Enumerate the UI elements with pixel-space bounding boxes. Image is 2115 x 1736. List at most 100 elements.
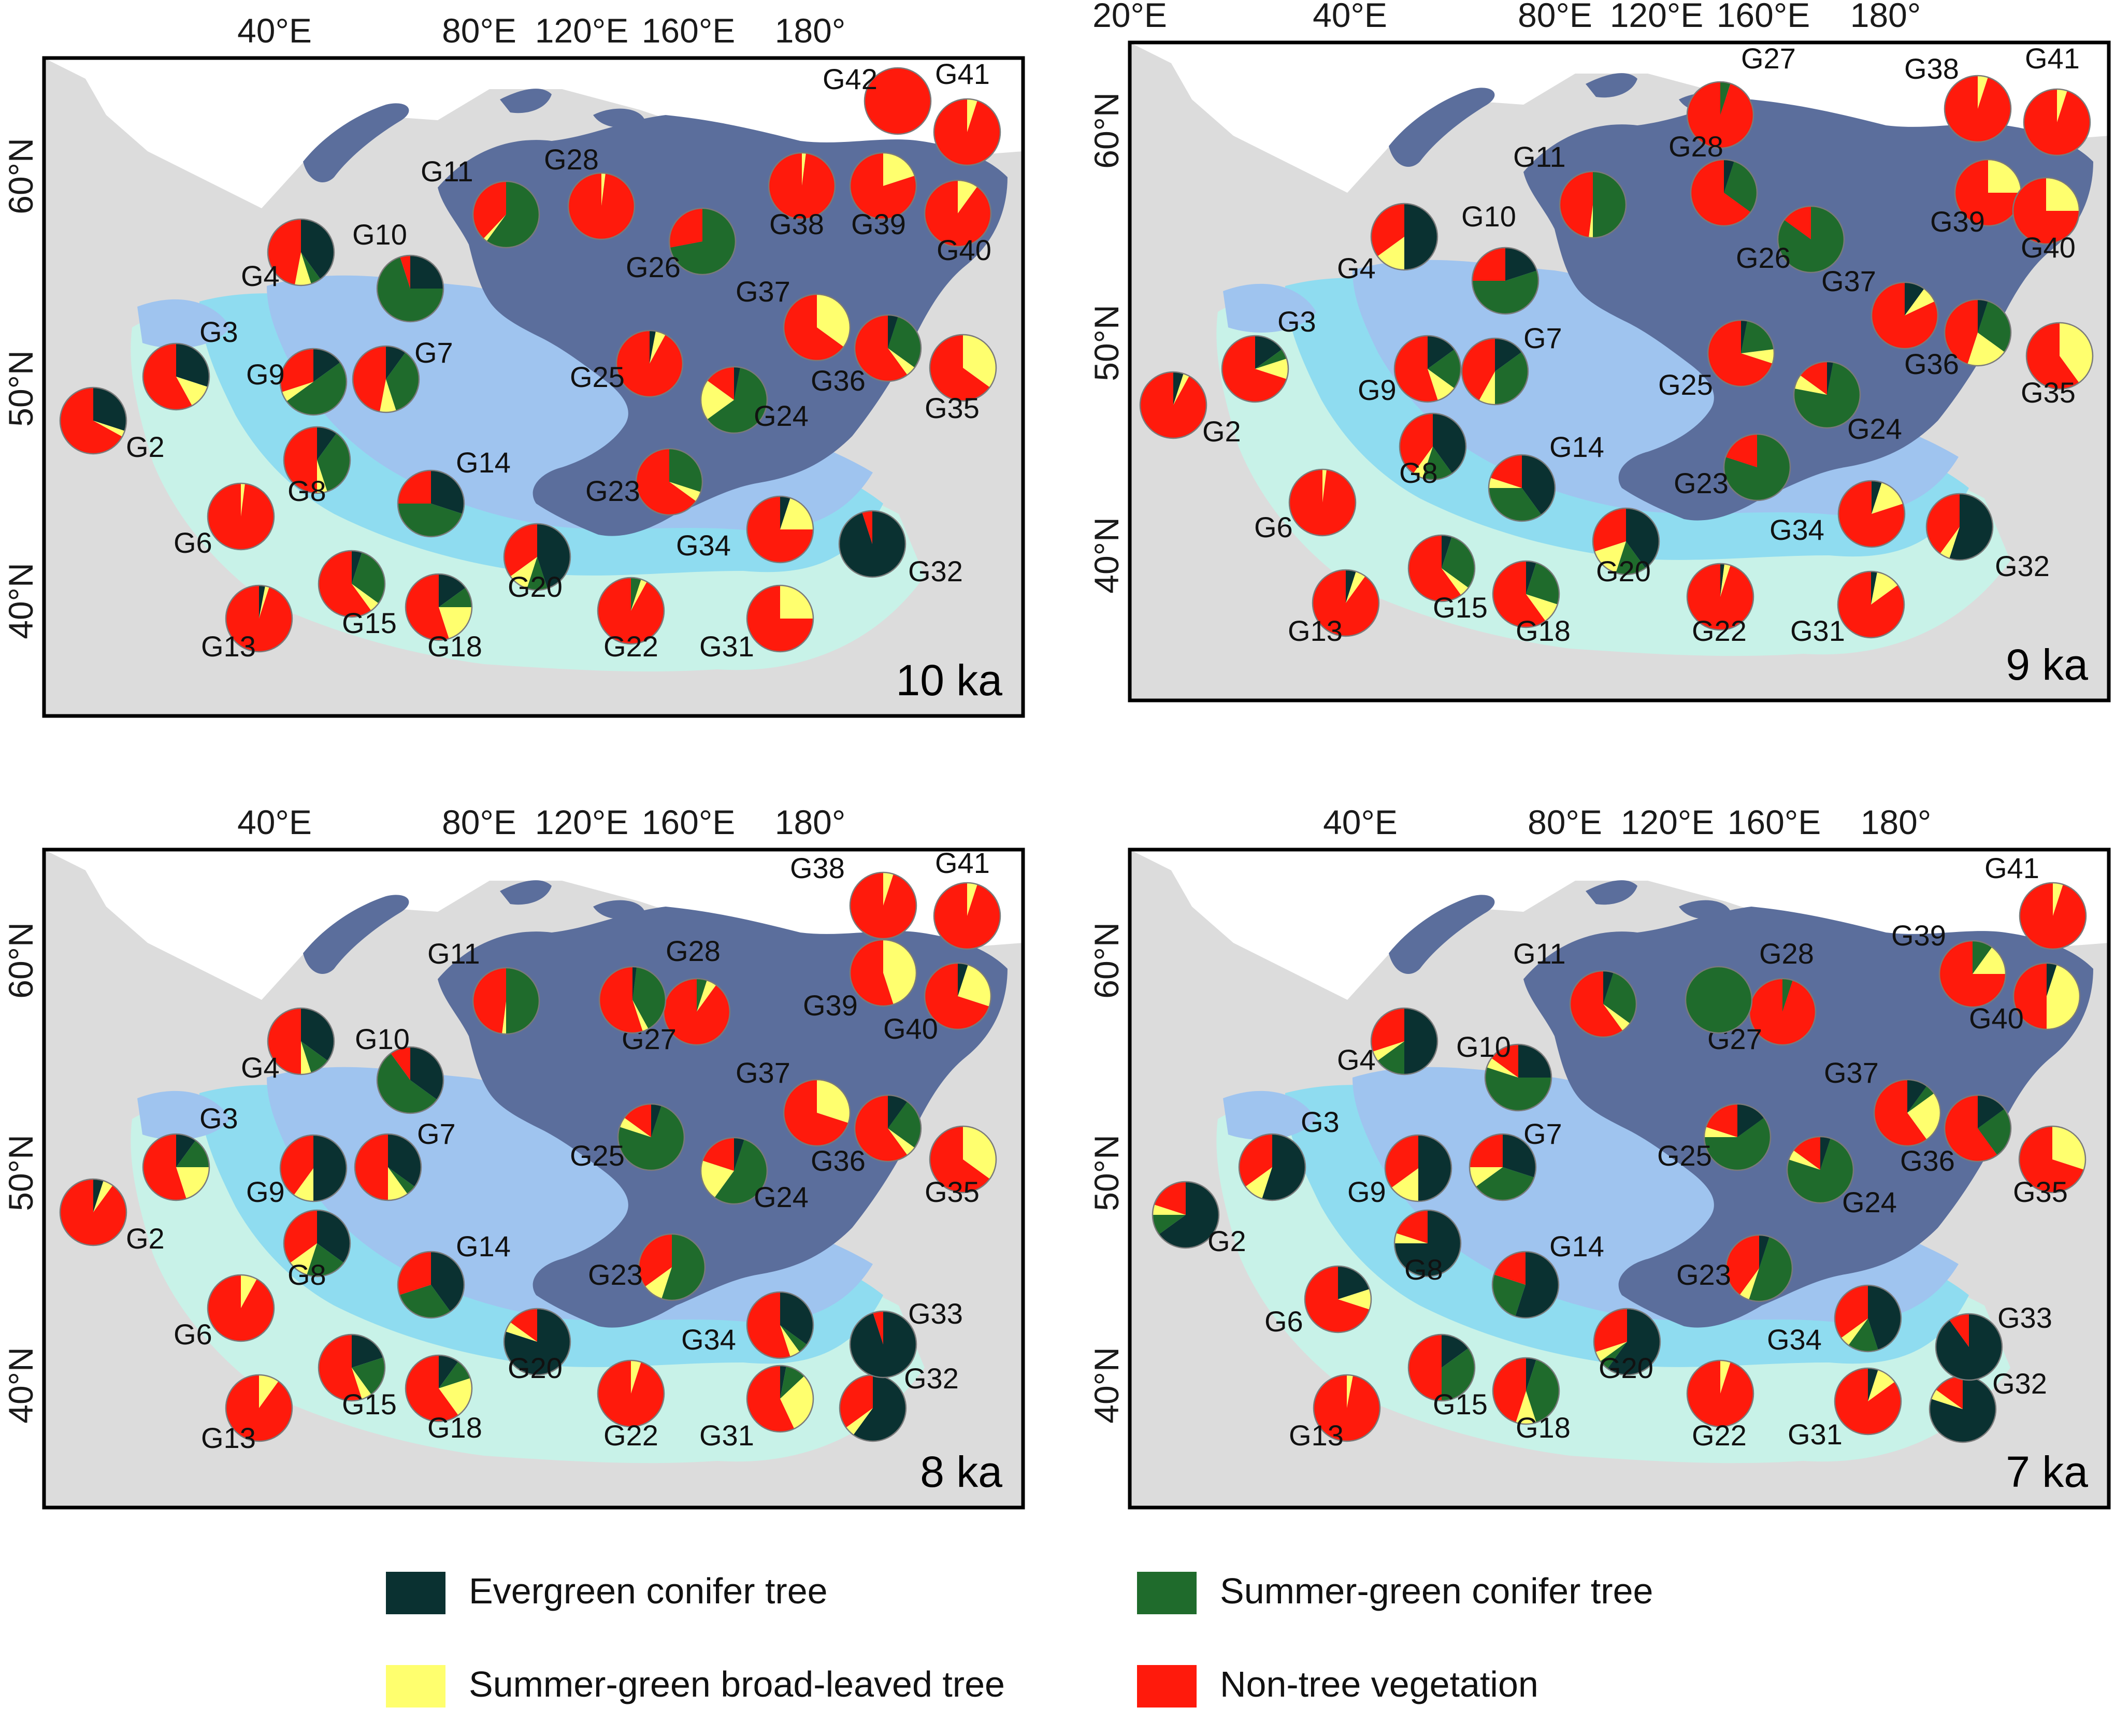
pie-outline <box>1690 159 1758 227</box>
pie-outline <box>397 469 465 538</box>
broadleaved-slice <box>1871 572 1898 605</box>
non-tree-slice <box>2013 178 2079 244</box>
non-tree-slice <box>1872 282 1938 349</box>
broadleaved-slice <box>93 421 125 437</box>
site-label: G28 <box>544 143 599 176</box>
site-label: G4 <box>241 1051 280 1084</box>
longitude-label: 120°E <box>535 11 629 50</box>
permafrost-discontinuous-zone <box>137 1091 231 1140</box>
evergreen-conifer-slice <box>1404 1008 1437 1074</box>
evergreen-conifer-slice <box>388 1134 422 1187</box>
site-pie-chart <box>1592 507 1660 576</box>
site-pie-chart <box>597 1359 665 1428</box>
pie-outline <box>1407 1333 1476 1402</box>
pie-outline <box>376 1046 444 1114</box>
summergreen-conifer-slice <box>1489 488 1542 522</box>
pie-outline <box>615 329 684 398</box>
broadleaved-slice <box>317 460 327 493</box>
summergreen-conifer-slice <box>1848 1318 1878 1352</box>
broadleaved-slice <box>963 335 997 388</box>
site-label: G37 <box>736 275 790 308</box>
site-pie-chart <box>1471 247 1540 315</box>
site-label: G22 <box>603 1419 658 1452</box>
summergreen-conifer-slice <box>669 449 703 492</box>
site-label: G3 <box>199 315 238 348</box>
site-pie-chart <box>1288 468 1357 537</box>
site-pie-chart <box>1469 1133 1537 1201</box>
site-pie-chart <box>1152 1181 1220 1249</box>
summergreen-conifer-slice <box>352 552 385 604</box>
site-pie-chart <box>567 172 636 240</box>
evergreen-conifer-slice <box>1442 535 1452 568</box>
pie-outline <box>746 1291 814 1359</box>
non-tree-slice <box>747 1292 790 1358</box>
site-label: G40 <box>1969 1002 2024 1035</box>
evergreen-conifer-slice <box>386 346 406 379</box>
summergreen-conifer-slice <box>617 1106 684 1170</box>
non-tree-slice <box>1371 204 1404 256</box>
evergreen-conifer-slice <box>1935 1314 2002 1380</box>
non-tree-slice <box>283 1210 317 1263</box>
broadleaved-slice <box>1967 333 2005 366</box>
non-tree-slice <box>208 483 275 550</box>
site-label: G11 <box>1513 937 1566 970</box>
legend-swatch-broadleaved <box>386 1665 445 1708</box>
site-pie-chart <box>1407 1333 1476 1402</box>
broadleaved-slice <box>1907 1093 1941 1140</box>
summergreen-conifer-slice <box>377 257 443 322</box>
site-label: G18 <box>1516 1411 1571 1444</box>
summergreen-conifer-slice <box>377 1053 437 1113</box>
site-pie-chart <box>59 1178 127 1246</box>
site-label: G25 <box>1657 1139 1712 1172</box>
non-tree-slice <box>850 940 894 1006</box>
non-tree-slice <box>934 99 1001 165</box>
site-pie-chart <box>768 152 836 220</box>
longitude-label: 160°E <box>1728 803 1821 841</box>
evergreen-conifer-slice <box>431 1252 465 1312</box>
longitude-label: 80°E <box>1528 803 1602 841</box>
broadleaved-slice <box>1868 1370 1895 1401</box>
evergreen-conifer-slice <box>1255 336 1282 369</box>
summergreen-conifer-slice <box>486 181 539 248</box>
summergreen-conifer-slice <box>317 433 351 492</box>
pie-outline <box>617 1103 685 1171</box>
non-tree-slice <box>1592 508 1626 552</box>
evergreen-conifer-slice <box>1442 1335 1469 1368</box>
summergreen-conifer-slice <box>1907 1086 1934 1113</box>
longitude-label: 40°E <box>237 11 312 50</box>
evergreen-conifer-slice <box>1737 1104 1764 1137</box>
site-label: G24 <box>754 399 809 432</box>
basemap <box>1130 42 2109 700</box>
non-tree-slice <box>355 1134 388 1200</box>
non-tree-slice <box>1396 1210 1428 1243</box>
evergreen-conifer-slice <box>1827 362 1833 395</box>
pie-outline <box>1393 1209 1462 1278</box>
summergreen-conifer-slice <box>1787 1138 1853 1203</box>
evergreen-conifer-slice <box>352 1335 383 1368</box>
pie-outline <box>354 1133 422 1201</box>
broadleaved-slice <box>2053 883 2063 916</box>
broadleaved-slice <box>888 348 915 375</box>
evergreen-conifer-slice <box>1418 1135 1451 1201</box>
site-label: G40 <box>883 1012 938 1045</box>
pie-outline <box>1686 563 1754 631</box>
summergreen-conifer-slice <box>439 1361 470 1388</box>
broadleaved-slice <box>2052 1126 2086 1170</box>
summergreen-conifer-slice <box>1442 537 1475 588</box>
longitude-label: 40°E <box>237 803 312 841</box>
non-tree-slice <box>784 1080 848 1146</box>
non-tree-slice <box>142 343 192 410</box>
pie-outline <box>929 1125 997 1194</box>
land-area <box>899 1357 1023 1508</box>
broadleaved-slice <box>506 1322 537 1342</box>
non-tree-slice <box>2013 963 2047 1029</box>
site-pie-chart <box>472 180 540 249</box>
non-tree-slice <box>784 294 844 361</box>
site-pie-chart <box>1139 371 1207 439</box>
pie-outline <box>768 152 836 220</box>
site-label: G39 <box>803 989 858 1022</box>
site-pie-chart <box>1484 1043 1552 1112</box>
evergreen-conifer-slice <box>1603 971 1614 1004</box>
site-pie-chart <box>746 495 814 564</box>
site-pie-chart <box>854 1094 922 1163</box>
